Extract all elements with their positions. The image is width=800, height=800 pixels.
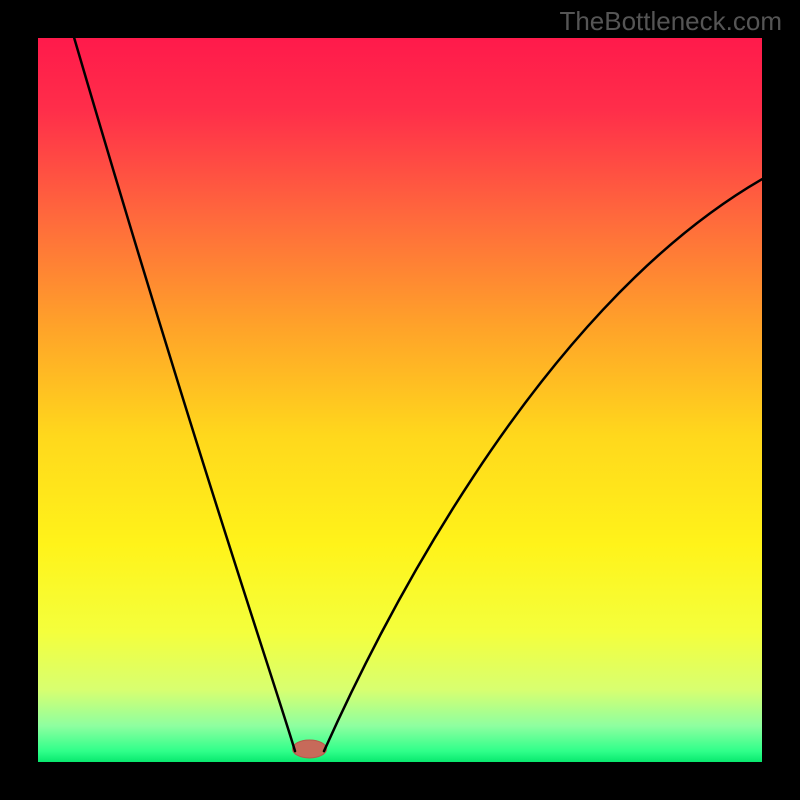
plot-background: [38, 38, 762, 762]
chart-container: TheBottleneck.com: [0, 0, 800, 800]
watermark-text: TheBottleneck.com: [559, 6, 782, 37]
chart-svg: [38, 38, 762, 762]
minimum-marker: [293, 740, 327, 758]
